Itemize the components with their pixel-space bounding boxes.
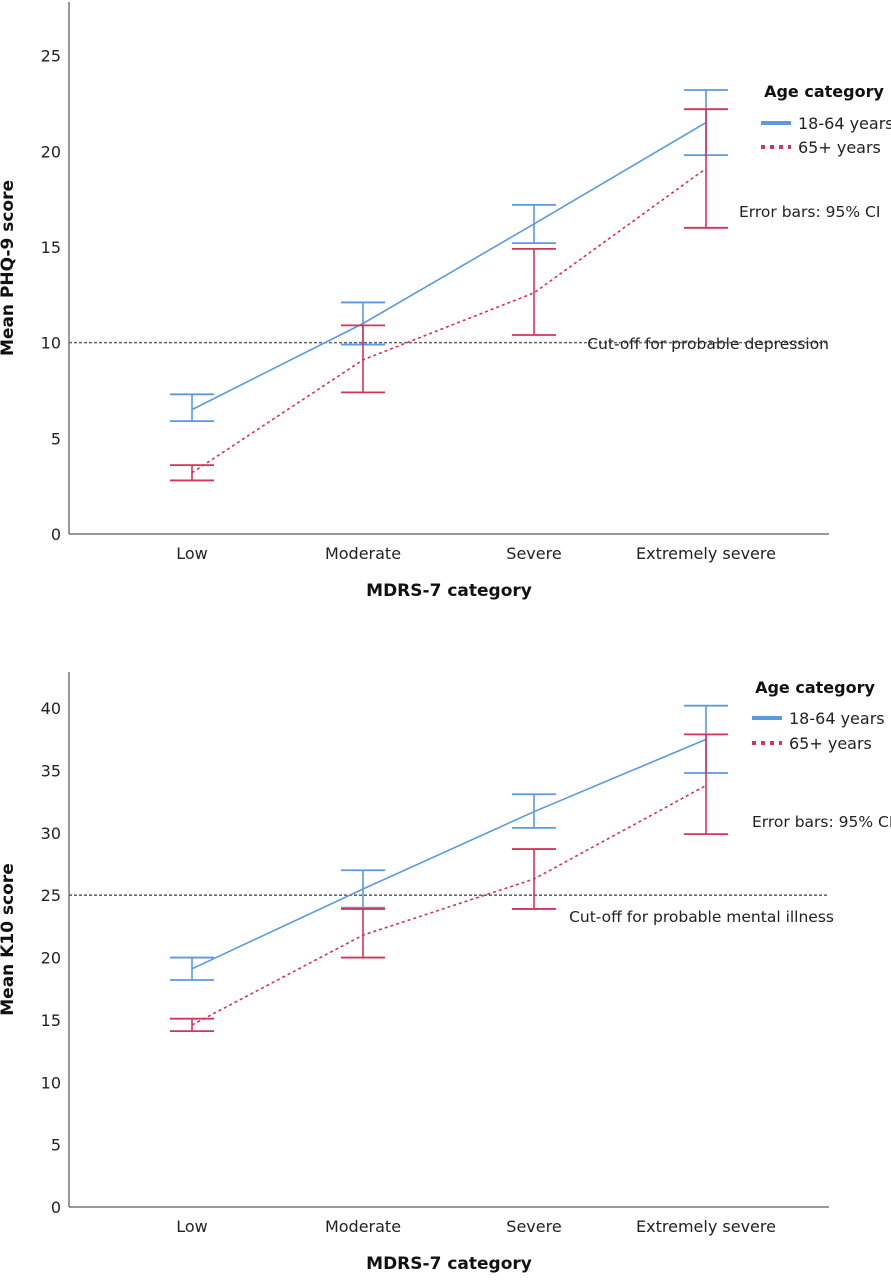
series-line-18-64 xyxy=(191,121,707,411)
k10-chart-panel: 0 5 10 15 20 25 30 35 40 Low Moderate Severe Extreme… xyxy=(0,672,891,1274)
series-line-18-64 xyxy=(191,738,707,970)
y-tick-label: 15 xyxy=(41,238,61,257)
series-line-65plus xyxy=(191,784,707,1026)
reference-line-label: Cut-off for probable depression xyxy=(587,335,829,353)
y-tick-label: 5 xyxy=(51,1136,61,1155)
y-tick-label: 20 xyxy=(41,142,61,161)
y-tick-label: 0 xyxy=(51,525,61,544)
x-tick-label: Moderate xyxy=(325,1217,401,1236)
y-tick-label: 10 xyxy=(41,334,61,353)
x-tick-label: Severe xyxy=(506,1217,561,1236)
x-tick-label: Severe xyxy=(506,544,561,563)
y-tick-label: 40 xyxy=(41,699,61,718)
y-tick-label: 25 xyxy=(41,47,61,66)
y-tick-label: 30 xyxy=(41,824,61,843)
y-tick-label: 5 xyxy=(51,429,61,448)
legend-label-65plus: 65+ years xyxy=(789,734,872,753)
legend-title: Age category xyxy=(755,678,875,697)
x-tick-label: Moderate xyxy=(325,544,401,563)
phq9-chart-panel: 0 5 10 15 20 25 Low Moderate Severe Extremely sev… xyxy=(0,2,891,601)
x-tick-label: Low xyxy=(176,1217,208,1236)
y-tick-label: 0 xyxy=(51,1198,61,1217)
legend-label-18-64: 18-64 years xyxy=(789,709,885,728)
x-axis-title: MDRS-7 category xyxy=(366,581,532,601)
y-axis-title: Mean PHQ-9 score xyxy=(0,180,18,356)
reference-line-label: Cut-off for probable mental illness xyxy=(569,908,834,926)
y-axis-title: Mean K10 score xyxy=(0,863,18,1015)
series-line-65plus xyxy=(191,167,707,474)
x-tick-label: Low xyxy=(176,544,208,563)
legend-label-65plus: 65+ years xyxy=(798,138,881,157)
legend-title: Age category xyxy=(764,82,884,101)
y-tick-label: 20 xyxy=(41,949,61,968)
x-axis-title: MDRS-7 category xyxy=(366,1254,532,1274)
y-tick-label: 15 xyxy=(41,1011,61,1030)
y-tick-label: 25 xyxy=(41,886,61,905)
error-bar-note: Error bars: 95% CI xyxy=(752,813,891,831)
legend-label-18-64: 18-64 years xyxy=(798,114,891,133)
error-bar-note: Error bars: 95% CI xyxy=(739,203,880,221)
x-tick-label: Extremely severe xyxy=(636,1217,776,1236)
x-tick-label: Extremely severe xyxy=(636,544,776,563)
y-tick-label: 35 xyxy=(41,762,61,781)
y-tick-label: 10 xyxy=(41,1073,61,1092)
